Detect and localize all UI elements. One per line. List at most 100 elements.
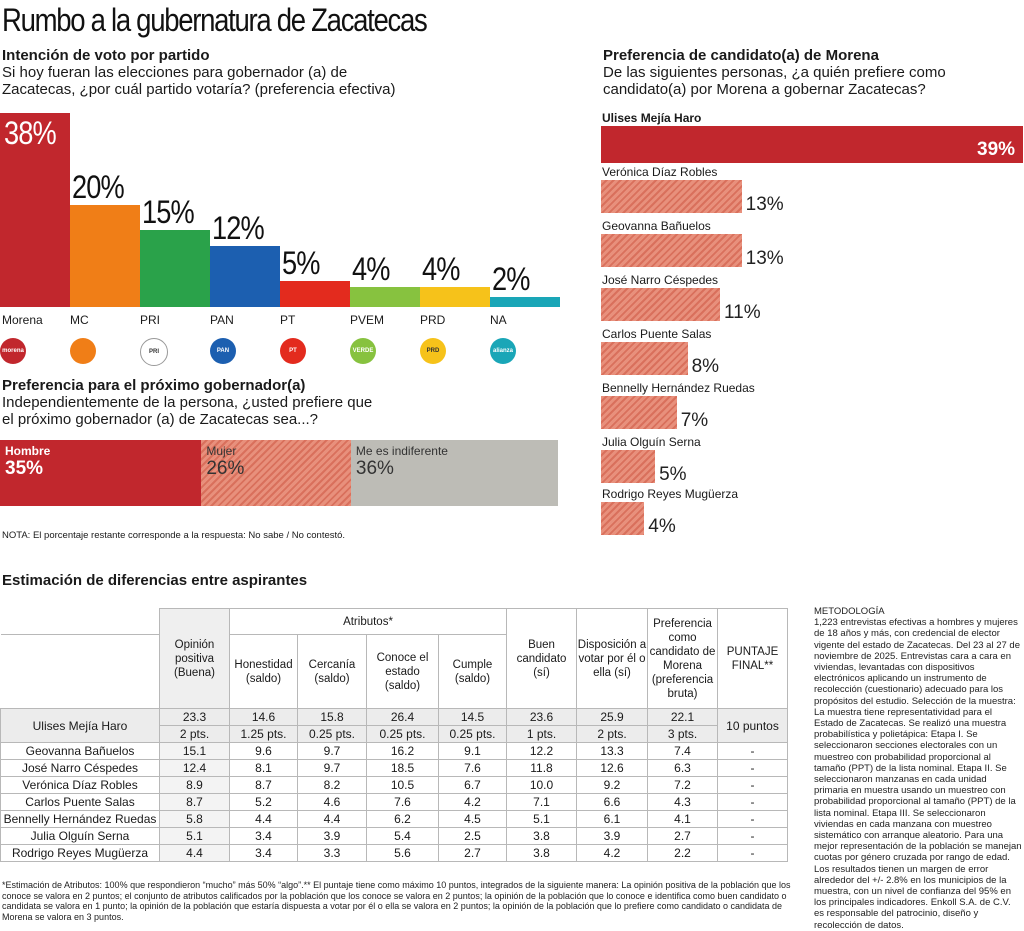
row-name: Carlos Puente Salas bbox=[0, 793, 160, 811]
party-logo-icon: PT bbox=[280, 338, 306, 364]
candidate-name: José Narro Céspedes bbox=[602, 273, 719, 287]
candidate-name: Ulises Mejía Haro bbox=[602, 111, 702, 125]
leader-points: 2 pts. bbox=[159, 725, 230, 743]
row-name: Bennelly Hernández Ruedas bbox=[0, 810, 160, 828]
row-value: 4.2 bbox=[576, 844, 648, 862]
party-bar bbox=[70, 204, 140, 307]
candidate-name: Carlos Puente Salas bbox=[602, 327, 712, 341]
party-bar bbox=[490, 296, 560, 307]
candidate-bar bbox=[601, 396, 677, 429]
row-value: 9.2 bbox=[576, 776, 648, 794]
gender-value-label: 36% bbox=[355, 458, 394, 479]
row-value: 5.1 bbox=[159, 827, 230, 845]
row-value: 7.1 bbox=[506, 793, 577, 811]
candidate-name: Verónica Díaz Robles bbox=[602, 165, 718, 179]
party-logo-icon: VERDE bbox=[350, 338, 376, 364]
party-value-label: 2% bbox=[492, 260, 530, 297]
row-value: 2.5 bbox=[438, 827, 507, 845]
leader-value: 26.4 bbox=[366, 708, 439, 726]
col-honestidad: Honestidad (saldo) bbox=[229, 634, 298, 709]
row-final: - bbox=[717, 827, 788, 845]
table-row: Rodrigo Reyes Mugüerza 4.4 3.4 3.3 5.6 2.7 3.8… bbox=[0, 844, 788, 862]
party-value-label: 12% bbox=[212, 209, 265, 246]
party-section-question: Si hoy fueran las elecciones para gobern… bbox=[2, 64, 396, 98]
leader-value: 15.8 bbox=[297, 708, 367, 726]
party-name: PRI bbox=[140, 313, 161, 327]
row-value: 8.9 bbox=[159, 776, 230, 794]
row-value: 3.3 bbox=[297, 844, 367, 862]
candidate-name: Geovanna Bañuelos bbox=[602, 219, 711, 233]
gender-category-label: Me es indiferente bbox=[355, 444, 448, 458]
row-value: 16.2 bbox=[366, 742, 439, 760]
candidate-value-label: 7% bbox=[680, 410, 709, 431]
party-name: NA bbox=[490, 313, 507, 327]
row-value: 10.5 bbox=[366, 776, 439, 794]
leader-value: 14.5 bbox=[438, 708, 507, 726]
party-name: PAN bbox=[210, 313, 234, 327]
estimation-table-wrap: Opinión positiva (Buena) Atributos* Buen… bbox=[0, 608, 788, 862]
leader-value: 25.9 bbox=[576, 708, 648, 726]
party-bar bbox=[350, 286, 420, 307]
party-bar bbox=[420, 286, 490, 307]
row-value: 3.4 bbox=[229, 827, 298, 845]
candidate-value-label: 8% bbox=[691, 356, 720, 377]
party-value-label: 15% bbox=[142, 194, 195, 231]
party-logo-icon bbox=[70, 338, 96, 364]
row-final: - bbox=[717, 793, 788, 811]
candidate-name: Rodrigo Reyes Mugüerza bbox=[602, 487, 739, 501]
party-name: Morena bbox=[2, 313, 43, 327]
col-opinion: Opinión positiva (Buena) bbox=[159, 608, 230, 709]
row-value: 7.2 bbox=[647, 776, 718, 794]
party-name: MC bbox=[70, 313, 89, 327]
party-value-label: 4% bbox=[352, 250, 390, 287]
row-value: 8.7 bbox=[159, 793, 230, 811]
candidate-bar bbox=[601, 502, 645, 535]
col-puntaje-final: PUNTAJE FINAL** bbox=[717, 608, 788, 709]
table-row: Julia Olguín Serna 5.1 3.4 3.9 5.4 2.5 3.8 3.9 2… bbox=[0, 827, 788, 845]
col-buen-candidato: Buen candidato (sí) bbox=[506, 608, 577, 709]
row-final: - bbox=[717, 776, 788, 794]
row-final: - bbox=[717, 844, 788, 862]
gender-preference-chart: Hombre 35% Mujer 26% Me es indiferente 36% bbox=[0, 440, 560, 506]
page-title: Rumbo a la gubernatura de Zacatecas bbox=[2, 2, 428, 38]
footnote: *Estimación de Atributos: 100% que respo… bbox=[2, 880, 791, 922]
row-value: 11.8 bbox=[506, 759, 577, 777]
candidate-section-question: De las siguientes personas, ¿a quién pre… bbox=[603, 64, 946, 98]
gender-section-question: Independientemente de la persona, ¿usted… bbox=[2, 394, 373, 428]
table-corner bbox=[0, 608, 160, 635]
leader-final: 10 puntos bbox=[717, 708, 788, 743]
leader-points: 0.25 pts. bbox=[438, 725, 507, 743]
row-value: 6.2 bbox=[366, 810, 439, 828]
party-value-label: 38% bbox=[4, 115, 57, 151]
table-row: Bennelly Hernández Ruedas 5.8 4.4 4.4 6.2 4.5… bbox=[0, 810, 788, 828]
row-value: 7.4 bbox=[647, 742, 718, 760]
gender-bar bbox=[201, 440, 351, 506]
leader-points: 2 pts. bbox=[576, 725, 648, 743]
row-value: 6.7 bbox=[438, 776, 507, 794]
table-body: Ulises Mejía Haro 23.3 14.6 15.8 26.4 14… bbox=[0, 708, 788, 862]
row-final: - bbox=[717, 742, 788, 760]
row-value: 12.6 bbox=[576, 759, 648, 777]
col-conoce-estado: Conoce el estado (saldo) bbox=[366, 634, 439, 709]
row-value: 5.4 bbox=[366, 827, 439, 845]
leader-name: Ulises Mejía Haro bbox=[0, 708, 160, 743]
table-row: Carlos Puente Salas 8.7 5.2 4.6 7.6 4.2 7.1 6.6… bbox=[0, 793, 788, 811]
candidate-bar bbox=[601, 126, 1023, 163]
row-value: 5.1 bbox=[506, 810, 577, 828]
party-vote-chart: 38% Morena morena 20% MC 15% PRI PRI 12% PAN PAN 5%… bbox=[0, 100, 560, 366]
row-value: 4.4 bbox=[229, 810, 298, 828]
col-cercania: Cercanía (saldo) bbox=[297, 634, 367, 709]
row-final: - bbox=[717, 810, 788, 828]
row-name: Verónica Díaz Robles bbox=[0, 776, 160, 794]
row-value: 3.4 bbox=[229, 844, 298, 862]
candidate-value-label: 11% bbox=[724, 302, 761, 323]
row-value: 3.9 bbox=[297, 827, 367, 845]
row-value: 4.1 bbox=[647, 810, 718, 828]
row-name: Julia Olguín Serna bbox=[0, 827, 160, 845]
leader-points: 0.25 pts. bbox=[297, 725, 367, 743]
col-preferencia: Preferencia como candidato de Morena (pr… bbox=[647, 608, 718, 709]
table-row: Verónica Díaz Robles 8.9 8.7 8.2 10.5 6.7 10.0… bbox=[0, 776, 788, 794]
party-name: PRD bbox=[420, 313, 446, 327]
party-logo-icon: PAN bbox=[210, 338, 236, 364]
row-value: 3.8 bbox=[506, 827, 577, 845]
